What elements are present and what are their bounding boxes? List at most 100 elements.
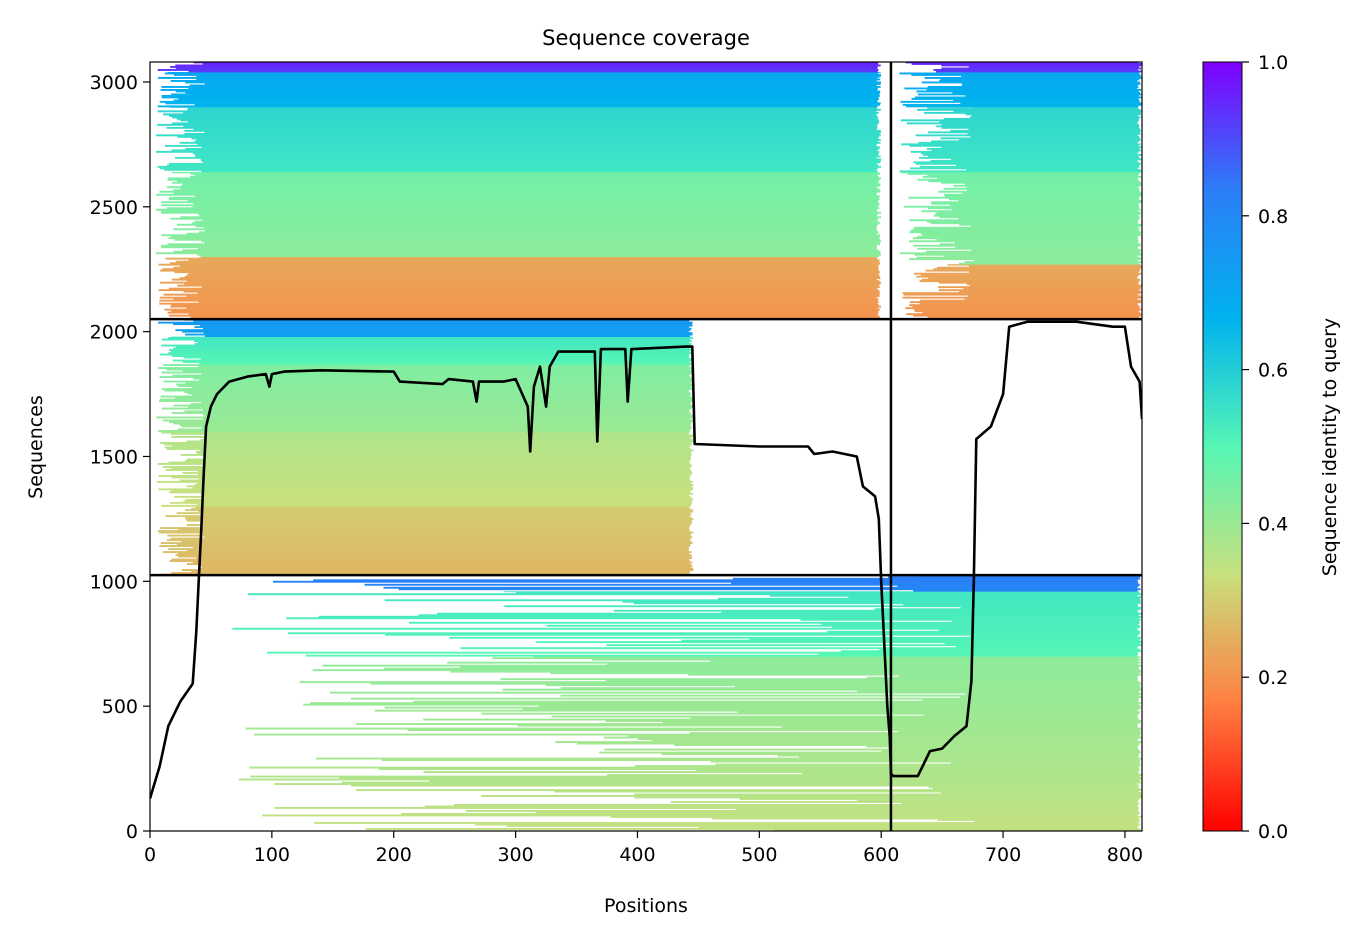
- identity-row: [955, 645, 1138, 648]
- identity-row: [972, 106, 1138, 108]
- identity-row: [515, 591, 1140, 594]
- identity-row: [156, 193, 877, 196]
- identity-row: [928, 155, 1139, 158]
- identity-row: [203, 494, 690, 497]
- identity-row: [592, 658, 1141, 661]
- identity-row: [184, 275, 880, 278]
- identity-row: [318, 615, 1142, 618]
- identity-row: [940, 137, 1140, 140]
- identity-row: [189, 84, 877, 87]
- identity-row: [157, 463, 691, 465]
- identity-row: [911, 63, 1142, 65]
- identity-row: [163, 293, 880, 296]
- identity-row: [933, 69, 1138, 71]
- identity-row: [169, 196, 880, 199]
- identity-row: [913, 228, 1140, 231]
- identity-row: [159, 167, 878, 170]
- identity-row: [576, 742, 1140, 745]
- identity-row: [910, 150, 1139, 153]
- coverage-line: [150, 320, 1142, 799]
- identity-row: [202, 513, 692, 516]
- identity-row: [200, 439, 694, 441]
- identity-row: [166, 368, 691, 371]
- identity-row: [169, 262, 880, 265]
- identity-row: [941, 67, 1141, 70]
- identity-row: [920, 299, 1142, 302]
- identity-row: [350, 697, 1139, 700]
- identity-row: [171, 310, 879, 313]
- identity-row: [247, 593, 1142, 596]
- identity-row: [202, 566, 692, 568]
- identity-row: [971, 249, 1142, 252]
- identity-row: [194, 220, 879, 223]
- identity-row: [958, 217, 1140, 220]
- x-tick-label: 800: [1107, 844, 1143, 866]
- identity-row: [938, 281, 1138, 284]
- identity-row: [560, 694, 1140, 697]
- identity-row: [927, 86, 1139, 88]
- identity-row: [429, 780, 1140, 782]
- identity-row: [188, 70, 878, 73]
- identity-row: [167, 243, 880, 246]
- identity-row: [651, 739, 1138, 742]
- identity-row: [200, 358, 694, 360]
- y-axis-label: Sequences: [25, 395, 47, 499]
- x-tick-label: 600: [863, 844, 899, 866]
- identity-row: [969, 284, 1142, 287]
- identity-row: [186, 519, 692, 522]
- coverage-block-chain-A-cluster-2: [156, 319, 694, 576]
- identity-row: [930, 222, 1138, 225]
- identity-row: [607, 663, 1138, 666]
- identity-row: [196, 75, 881, 78]
- identity-row: [171, 149, 878, 152]
- identity-row: [931, 149, 1141, 152]
- identity-row: [903, 205, 1140, 208]
- identity-row: [892, 747, 1138, 749]
- colorbar-tick-label: 0.0: [1258, 821, 1288, 843]
- identity-row: [940, 78, 1140, 81]
- identity-row: [904, 87, 1138, 90]
- identity-row: [950, 204, 1139, 207]
- identity-row: [179, 479, 691, 482]
- identity-row: [286, 617, 1140, 620]
- identity-row: [927, 107, 1139, 110]
- identity-row: [199, 362, 692, 365]
- identity-row: [162, 419, 694, 422]
- identity-row: [167, 164, 879, 167]
- identity-row: [606, 774, 1142, 776]
- identity-row: [902, 103, 1142, 106]
- identity-row: [969, 635, 1138, 638]
- y-axis: 0 500 1000 1500 2000 2500 3000: [90, 72, 150, 843]
- identity-row: [160, 211, 882, 214]
- identity-row: [160, 398, 693, 401]
- identity-row: [204, 464, 692, 467]
- identity-row: [200, 159, 881, 162]
- identity-row: [299, 681, 1140, 684]
- identity-row: [165, 446, 690, 449]
- identity-row: [916, 90, 1139, 93]
- identity-row: [533, 656, 1141, 658]
- identity-row: [192, 205, 878, 208]
- identity-row: [921, 278, 1141, 281]
- identity-row: [735, 808, 1139, 811]
- identity-row: [967, 132, 1141, 135]
- identity-row: [956, 164, 1140, 167]
- identity-row: [254, 733, 1140, 736]
- identity-row: [908, 240, 1139, 243]
- identity-row: [173, 422, 692, 425]
- identity-row: [195, 506, 689, 508]
- identity-row: [159, 527, 690, 529]
- identity-row: [856, 799, 1139, 802]
- identity-row: [177, 552, 690, 555]
- identity-row: [171, 336, 690, 338]
- identity-row: [193, 62, 879, 64]
- identity-row: [175, 64, 881, 67]
- identity-row: [160, 89, 878, 91]
- identity-row: [305, 654, 1138, 657]
- identity-row: [944, 195, 1141, 198]
- identity-row: [161, 431, 690, 434]
- identity-row: [170, 217, 878, 220]
- identity-row: [187, 563, 691, 565]
- identity-row: [167, 534, 691, 537]
- identity-row: [905, 307, 1140, 310]
